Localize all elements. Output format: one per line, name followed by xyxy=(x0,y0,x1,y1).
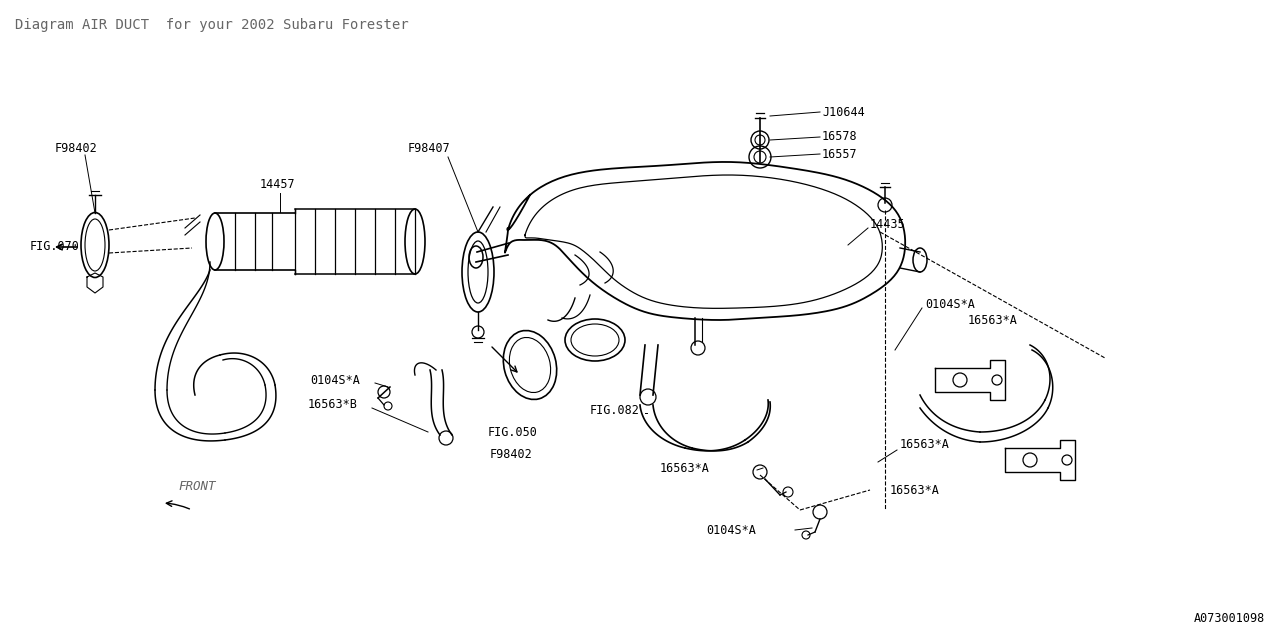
Text: 16563*A: 16563*A xyxy=(968,314,1018,326)
Text: 16578: 16578 xyxy=(822,131,858,143)
Text: 16563*B: 16563*B xyxy=(308,399,358,412)
Text: FRONT: FRONT xyxy=(178,480,215,493)
Text: 16563*A: 16563*A xyxy=(890,483,940,497)
Text: A073001098: A073001098 xyxy=(1194,612,1265,625)
Text: 16557: 16557 xyxy=(822,148,858,161)
Text: F98402: F98402 xyxy=(490,449,532,461)
Text: F98407: F98407 xyxy=(408,141,451,154)
Text: 16563*A: 16563*A xyxy=(900,438,950,451)
Text: 14457: 14457 xyxy=(260,179,296,191)
Text: 0104S*A: 0104S*A xyxy=(310,374,360,387)
Text: F98402: F98402 xyxy=(55,141,97,154)
Text: FIG.082: FIG.082 xyxy=(590,403,640,417)
Text: Diagram AIR DUCT  for your 2002 Subaru Forester: Diagram AIR DUCT for your 2002 Subaru Fo… xyxy=(15,18,408,32)
Text: 0104S*A: 0104S*A xyxy=(707,524,756,536)
Text: 16563*A: 16563*A xyxy=(660,461,710,474)
Text: FIG.070: FIG.070 xyxy=(29,241,79,253)
Text: J10644: J10644 xyxy=(822,106,865,118)
Text: 0104S*A: 0104S*A xyxy=(925,298,975,312)
Text: FIG.050: FIG.050 xyxy=(488,426,538,438)
Text: 14435: 14435 xyxy=(870,218,906,232)
